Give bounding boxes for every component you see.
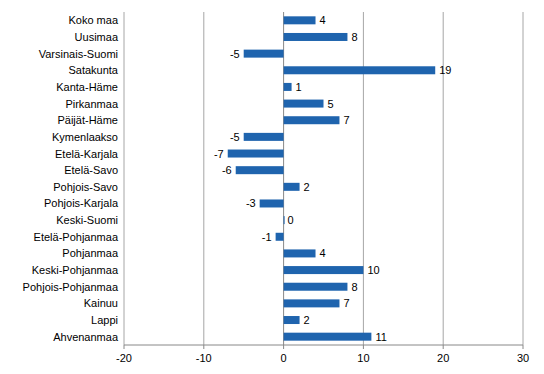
data-label: 2 xyxy=(304,314,310,326)
grid-line xyxy=(523,12,524,345)
data-label: -7 xyxy=(214,148,224,160)
chart: -20-1001020304Koko maa8Uusimaa-5Varsinai… xyxy=(0,0,544,374)
grid-line xyxy=(203,12,204,345)
bar xyxy=(284,100,324,108)
category-label: Etelä-Pohjanmaa xyxy=(34,231,119,243)
tick-mark xyxy=(203,345,204,349)
bar xyxy=(260,199,284,207)
grid-line xyxy=(124,12,125,345)
category-label: Koko maa xyxy=(68,14,118,26)
bar xyxy=(284,299,340,307)
bar xyxy=(284,316,300,324)
bar xyxy=(284,333,372,341)
category-label: Varsinais-Suomi xyxy=(39,48,118,60)
data-label: -3 xyxy=(246,197,256,209)
data-label: 0 xyxy=(288,214,294,226)
bar xyxy=(284,33,348,41)
tick-mark xyxy=(363,345,364,349)
bar xyxy=(236,166,284,174)
category-label: Etelä-Savo xyxy=(64,164,118,176)
bar xyxy=(284,16,316,24)
tick-label: 0 xyxy=(281,352,287,364)
data-label: 4 xyxy=(320,247,326,259)
tick-label: 20 xyxy=(437,352,449,364)
data-label: 7 xyxy=(343,297,349,309)
category-label: Satakunta xyxy=(68,64,118,76)
bar xyxy=(284,283,348,291)
data-label: 4 xyxy=(320,14,326,26)
category-label: Etelä-Karjala xyxy=(55,148,119,160)
category-label: Pohjois-Savo xyxy=(53,181,118,193)
grid-line xyxy=(363,12,364,345)
category-label: Pohjanmaa xyxy=(62,247,119,259)
category-label: Keski-Suomi xyxy=(56,214,118,226)
data-label: -1 xyxy=(262,231,272,243)
bar xyxy=(244,50,284,58)
tick-label: -20 xyxy=(116,352,132,364)
category-label: Pohjois-Pohjanmaa xyxy=(23,281,119,293)
category-label: Ahvenanmaa xyxy=(53,331,119,343)
category-label: Pirkanmaa xyxy=(65,98,118,110)
tick-mark xyxy=(443,345,444,349)
data-label: 19 xyxy=(439,64,451,76)
axis-line xyxy=(124,345,523,346)
tick-mark xyxy=(283,345,284,349)
data-label: 8 xyxy=(351,281,357,293)
data-label: 2 xyxy=(304,181,310,193)
tick-mark xyxy=(124,345,125,349)
data-label: 7 xyxy=(343,114,349,126)
tick-label: -10 xyxy=(196,352,212,364)
data-label: -6 xyxy=(222,164,232,176)
category-label: Kymenlaakso xyxy=(52,131,118,143)
tick-mark xyxy=(523,345,524,349)
category-label: Kainuu xyxy=(84,297,118,309)
data-label: 11 xyxy=(375,331,386,343)
bar xyxy=(284,266,364,274)
category-label: Uusimaa xyxy=(75,31,119,43)
bar xyxy=(284,183,300,191)
bars xyxy=(228,16,435,340)
category-label: Keski-Pohjanmaa xyxy=(32,264,119,276)
bar xyxy=(276,233,284,241)
data-label: 1 xyxy=(296,81,302,93)
bar xyxy=(284,216,285,224)
category-label: Päijät-Häme xyxy=(57,114,118,126)
grid-line xyxy=(443,12,444,345)
category-label: Pohjois-Karjala xyxy=(44,197,119,209)
tick-label: 10 xyxy=(357,352,369,364)
data-label: 5 xyxy=(328,98,334,110)
bar xyxy=(284,116,340,124)
bar xyxy=(284,66,436,74)
data-label: 10 xyxy=(367,264,379,276)
data-label: -5 xyxy=(230,48,240,60)
bar xyxy=(244,133,284,141)
data-label: 8 xyxy=(351,31,357,43)
bar xyxy=(228,150,284,158)
grid-line xyxy=(283,12,284,345)
bar xyxy=(284,83,292,91)
category-label: Kanta-Häme xyxy=(56,81,118,93)
category-label: Lappi xyxy=(91,314,118,326)
tick-label: 30 xyxy=(517,352,529,364)
bar xyxy=(284,249,316,257)
data-label: -5 xyxy=(230,131,240,143)
